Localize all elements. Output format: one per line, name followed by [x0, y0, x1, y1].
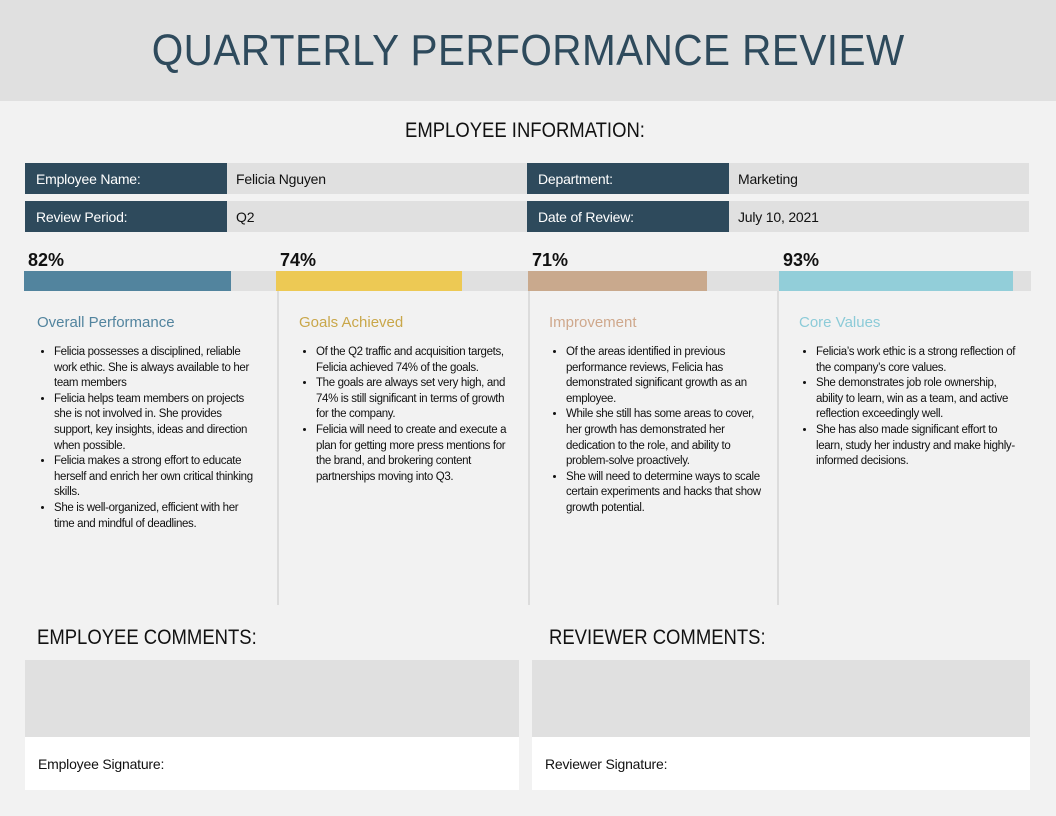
- column-divider: [777, 291, 779, 605]
- core-values-progress-fill: [779, 271, 1014, 291]
- field-label: Date of Review:: [527, 201, 729, 232]
- core-values-percent: 93%: [783, 250, 820, 270]
- list-item: She is well-organized, efficient with he…: [54, 501, 257, 532]
- core-values-title: Core Values: [799, 314, 881, 331]
- goals-achieved-percent: 74%: [280, 250, 317, 270]
- employee-info-heading: EMPLOYEE INFORMATION:: [405, 119, 645, 142]
- column-divider: [277, 291, 279, 605]
- list-item: Felicia helps team members on projects s…: [54, 392, 257, 454]
- list-item: She demonstrates job role ownership, abi…: [816, 376, 1019, 423]
- list-item: Of the Q2 traffic and acquisition target…: [316, 345, 519, 376]
- employee-signature-label: Employee Signature:: [38, 755, 165, 772]
- improvement-title: Improvement: [549, 314, 637, 331]
- employee-comments-box[interactable]: [25, 660, 519, 737]
- list-item: While she still has some areas to cover,…: [566, 407, 769, 469]
- field-label: Employee Name:: [25, 163, 227, 194]
- field-employee-name: Employee Name: Felicia Nguyen: [25, 163, 527, 194]
- list-item: The goals are always set very high, and …: [316, 376, 519, 423]
- field-department: Department: Marketing: [527, 163, 1029, 194]
- list-item: She will need to determine ways to scale…: [566, 470, 769, 517]
- bullet-list: Of the Q2 traffic and acquisition target…: [299, 345, 519, 485]
- list-item: Felicia possesses a disciplined, reliabl…: [54, 345, 257, 392]
- goals-achieved-progress-fill: [276, 271, 463, 291]
- core-values-progress-bar: [779, 271, 1031, 291]
- goals-achieved-title: Goals Achieved: [299, 314, 404, 331]
- overall-performance-percent: 82%: [28, 250, 65, 270]
- list-item: Felicia will need to create and execute …: [316, 423, 519, 485]
- reviewer-comments-heading: REVIEWER COMMENTS:: [549, 626, 766, 649]
- field-value[interactable]: Felicia Nguyen: [227, 163, 527, 194]
- improvement-section: Improvement Of the areas identified in pr…: [549, 314, 769, 517]
- overall-performance-title: Overall Performance: [37, 314, 175, 331]
- field-value[interactable]: Marketing: [729, 163, 1029, 194]
- overall-performance-progress-fill: [24, 271, 231, 291]
- list-item: She has also made significant effort to …: [816, 423, 1019, 470]
- bullet-list: Of the areas identified in previous perf…: [549, 345, 769, 517]
- overall-performance-progress-bar: [24, 271, 276, 291]
- reviewer-signature-label: Reviewer Signature:: [545, 755, 668, 772]
- list-item: Felicia’s work ethic is a strong reflect…: [816, 345, 1019, 376]
- bullet-list: Felicia possesses a disciplined, reliabl…: [37, 345, 257, 532]
- improvement-percent: 71%: [532, 250, 569, 270]
- employee-signature-field[interactable]: Employee Signature:: [25, 737, 519, 790]
- field-value[interactable]: Q2: [227, 201, 527, 232]
- reviewer-signature-field[interactable]: Reviewer Signature:: [532, 737, 1030, 790]
- header-banner: QUARTERLY PERFORMANCE REVIEW: [0, 0, 1056, 101]
- improvement-progress-fill: [528, 271, 707, 291]
- reviewer-comments-box[interactable]: [532, 660, 1030, 737]
- goals-achieved-section: Goals Achieved Of the Q2 traffic and acqu…: [299, 314, 519, 485]
- goals-achieved-progress-bar: [276, 271, 528, 291]
- field-label: Department:: [527, 163, 729, 194]
- field-label: Review Period:: [25, 201, 227, 232]
- page-title: QUARTERLY PERFORMANCE REVIEW: [151, 25, 905, 75]
- core-values-section: Core Values Felicia’s work ethic is a str…: [799, 314, 1019, 470]
- overall-performance-section: Overall Performance Felicia possesses a d…: [37, 314, 257, 532]
- employee-comments-heading: EMPLOYEE COMMENTS:: [37, 626, 257, 649]
- list-item: Felicia makes a strong effort to educate…: [54, 454, 257, 501]
- bullet-list: Felicia’s work ethic is a strong reflect…: [799, 345, 1019, 470]
- column-divider: [528, 291, 530, 605]
- field-value[interactable]: July 10, 2021: [729, 201, 1029, 232]
- improvement-progress-bar: [528, 271, 780, 291]
- list-item: Of the areas identified in previous perf…: [566, 345, 769, 407]
- field-review-period: Review Period: Q2: [25, 201, 527, 232]
- field-date-of-review: Date of Review: July 10, 2021: [527, 201, 1029, 232]
